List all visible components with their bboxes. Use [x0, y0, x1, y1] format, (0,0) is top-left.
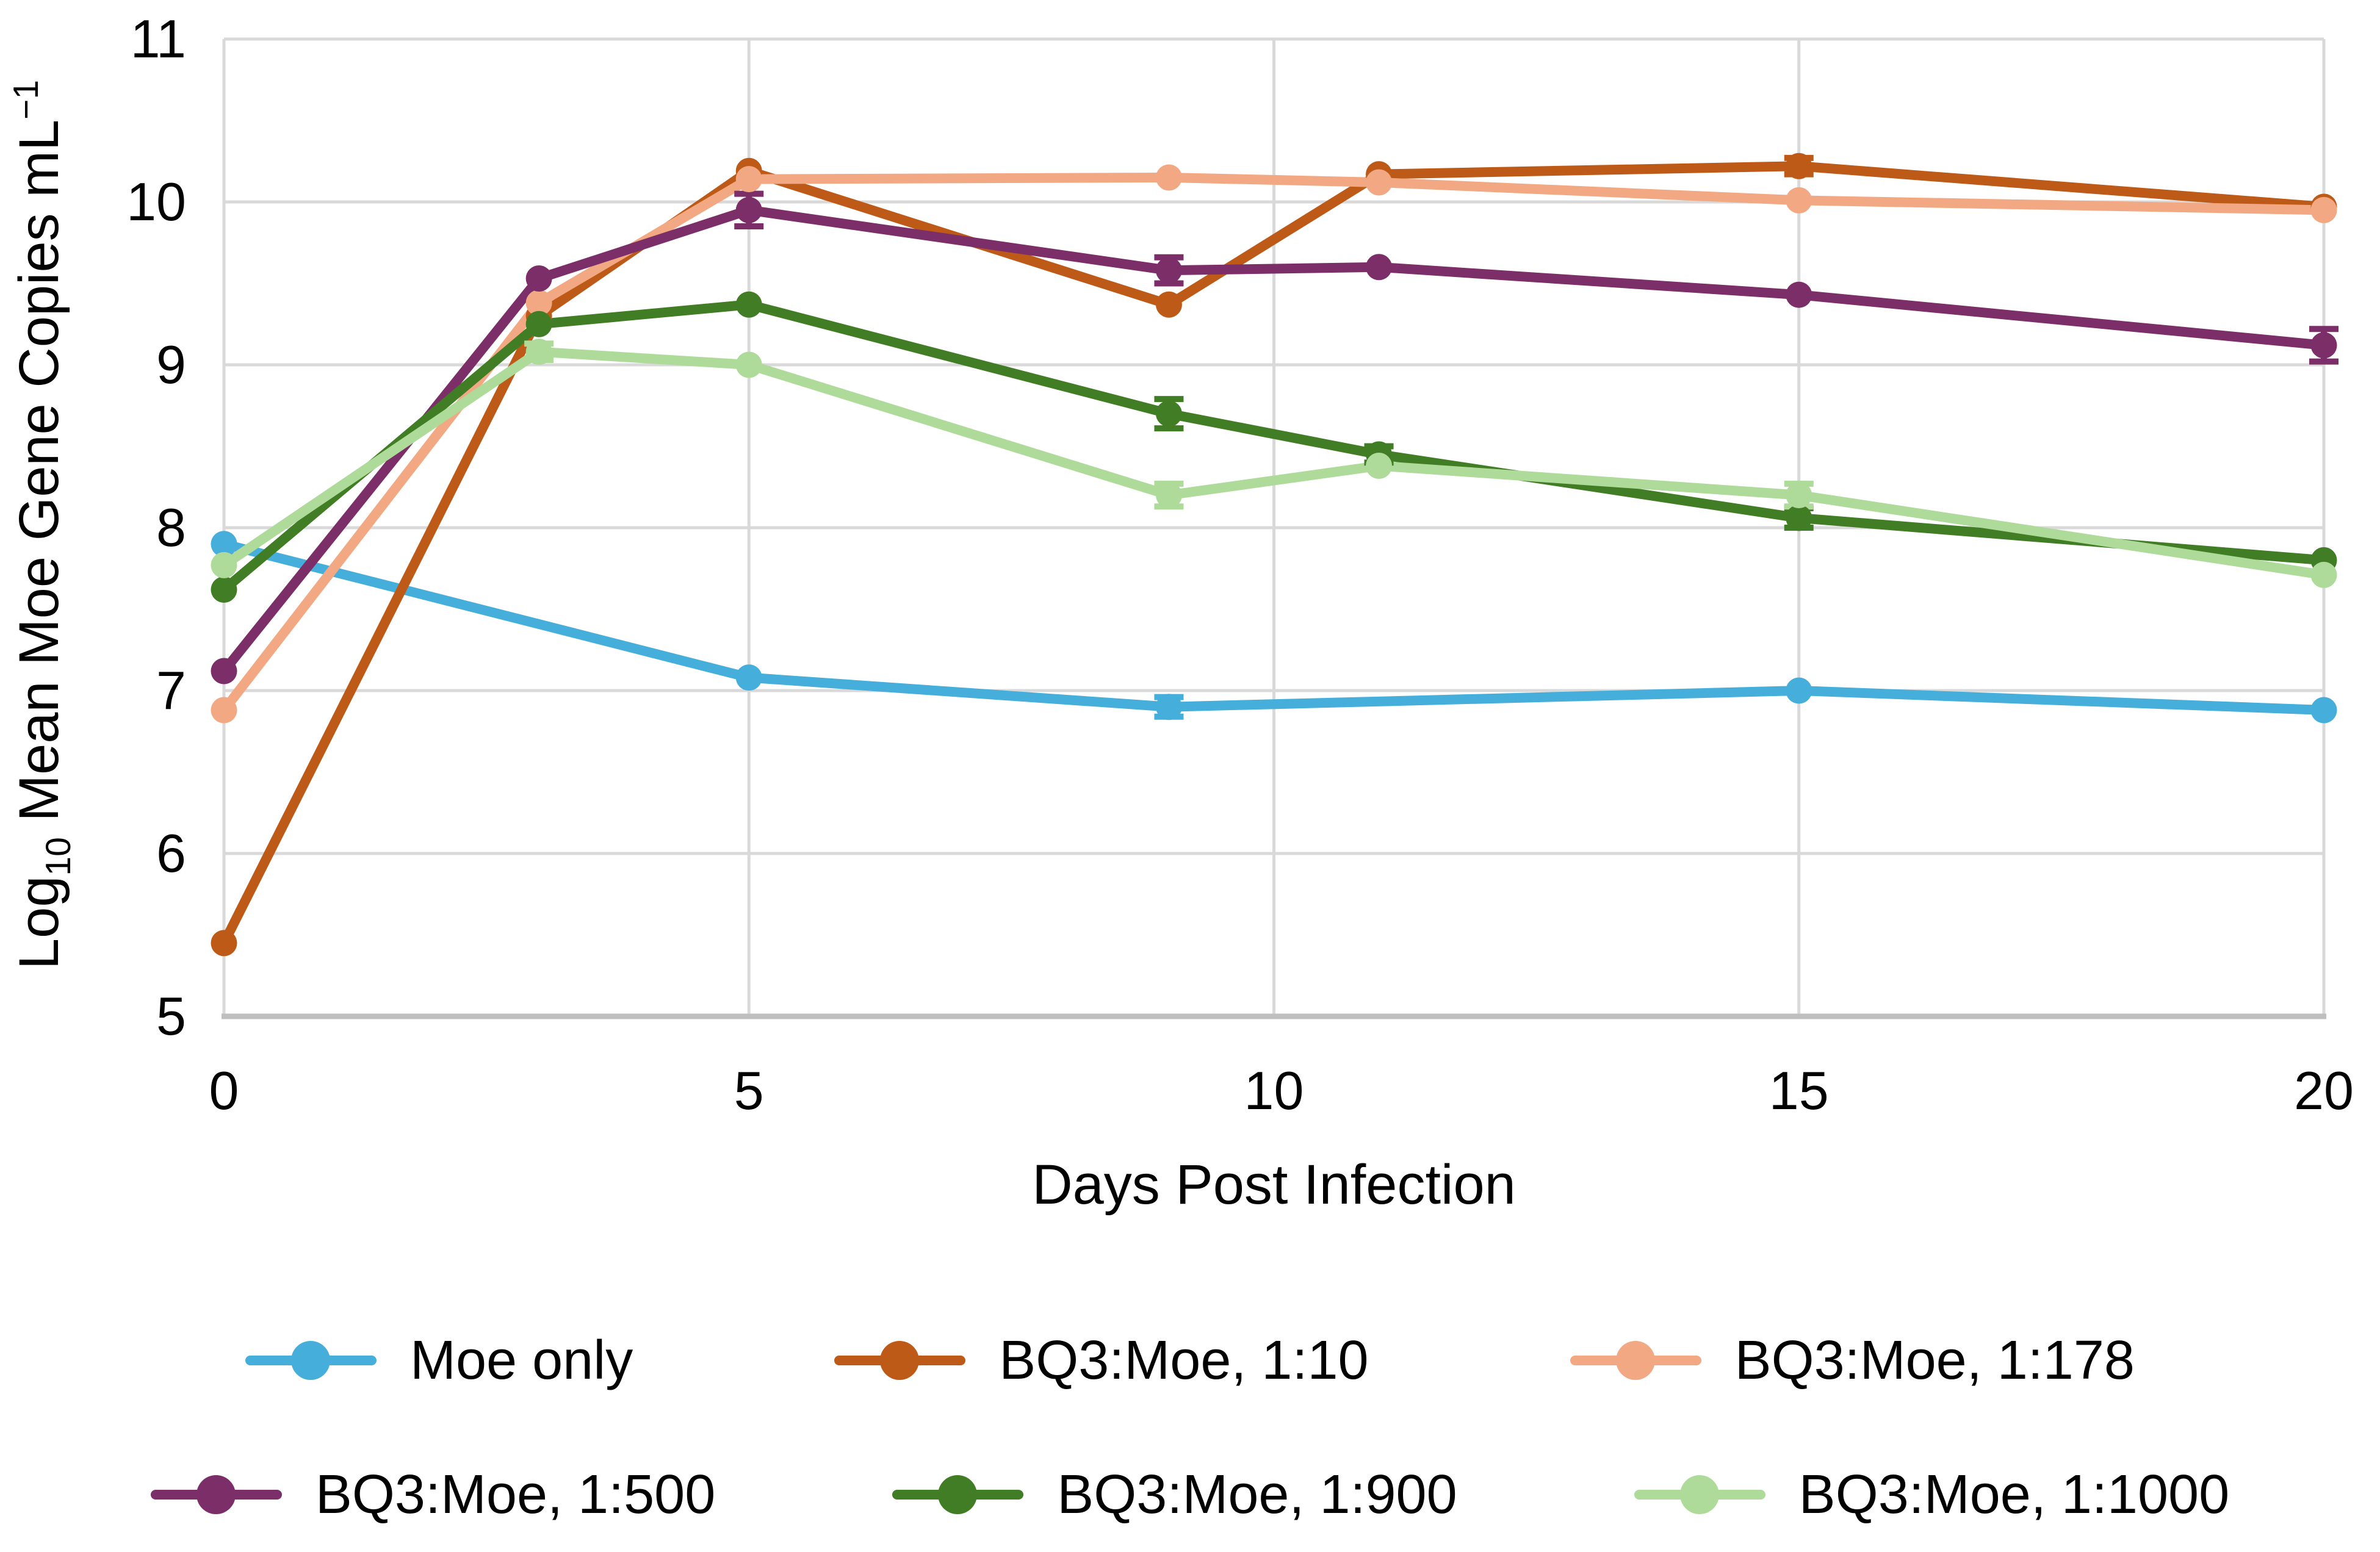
data-point-BQ3:Moe, 1:178-day0	[211, 697, 237, 724]
legend-marker-BQ3:Moe, 1:178	[1570, 1341, 1701, 1380]
data-point-BQ3:Moe, 1:178-day15	[1786, 187, 1812, 214]
data-point-BQ3:Moe, 1:1000-day11	[1366, 453, 1393, 480]
data-point-BQ3:Moe, 1:900-day3	[525, 311, 552, 337]
y-tick-label-7: 7	[156, 660, 186, 720]
data-point-BQ3:Moe, 1:10-day0	[211, 930, 237, 957]
data-point-BQ3:Moe, 1:178-day11	[1366, 169, 1393, 196]
y-axis-title-log: Log	[8, 875, 70, 970]
data-point-BQ3:Moe, 1:500-day20	[2310, 332, 2337, 359]
data-point-BQ3:Moe, 1:1000-day15	[1786, 482, 1812, 509]
data-point-BQ3:Moe, 1:1000-day5	[735, 351, 762, 378]
y-axis-title-subscript: 10	[38, 837, 78, 876]
data-point-BQ3:Moe, 1:1000-day3	[525, 339, 552, 365]
x-axis-title: Days Post Infection	[1032, 1154, 1516, 1216]
data-point-BQ3:Moe, 1:1000-day20	[2310, 561, 2337, 588]
legend-item-BQ3:Moe, 1:1000: BQ3:Moe, 1:1000	[1634, 1464, 2229, 1526]
x-tick-label-15: 15	[1769, 1060, 1829, 1121]
data-point-Moe only-day5	[735, 664, 762, 691]
data-point-BQ3:Moe, 1:1000-day0	[211, 551, 237, 578]
data-point-BQ3:Moe, 1:10-day9	[1155, 291, 1182, 318]
data-point-BQ3:Moe, 1:900-day15	[1786, 505, 1812, 531]
legend-item-BQ3:Moe, 1:900: BQ3:Moe, 1:900	[892, 1464, 1457, 1526]
legend-label-Moe only: Moe only	[410, 1329, 633, 1391]
y-tick-label-9: 9	[156, 334, 186, 395]
legend-item-BQ3:Moe, 1:500: BQ3:Moe, 1:500	[150, 1464, 716, 1526]
data-point-BQ3:Moe, 1:500-day11	[1366, 254, 1393, 281]
legend-marker-BQ3:Moe, 1:10	[834, 1341, 966, 1380]
y-axis-title: Log10 Mean Moe Gene Copies mL−1	[0, 0, 78, 1062]
data-point-BQ3:Moe, 1:500-day15	[1786, 281, 1812, 308]
legend-label-BQ3:Moe, 1:500: BQ3:Moe, 1:500	[315, 1464, 716, 1525]
legend-label-BQ3:Moe, 1:10: BQ3:Moe, 1:10	[999, 1329, 1369, 1391]
legend-label-BQ3:Moe, 1:178: BQ3:Moe, 1:178	[1734, 1329, 2135, 1391]
data-point-BQ3:Moe, 1:178-day9	[1155, 164, 1182, 191]
data-point-Moe only-day9	[1155, 694, 1182, 720]
y-axis-title-superscript: −1	[7, 79, 46, 120]
data-point-BQ3:Moe, 1:500-day0	[211, 658, 237, 684]
data-point-BQ3:Moe, 1:178-day3	[525, 290, 552, 317]
y-tick-label-5: 5	[156, 986, 186, 1046]
y-axis-title-rest: Mean Moe Gene Copies mL	[8, 119, 70, 838]
y-tick-label-8: 8	[156, 497, 186, 558]
x-tick-label-5: 5	[734, 1060, 764, 1121]
data-point-BQ3:Moe, 1:900-day0	[211, 576, 237, 603]
data-point-Moe only-day20	[2310, 697, 2337, 724]
data-point-BQ3:Moe, 1:900-day5	[735, 291, 762, 318]
x-tick-label-0: 0	[209, 1060, 239, 1121]
y-tick-label-10: 10	[126, 171, 186, 232]
data-point-BQ3:Moe, 1:500-day9	[1155, 257, 1182, 284]
legend-marker-BQ3:Moe, 1:900	[892, 1475, 1024, 1514]
legend-row-2: BQ3:Moe, 1:500 BQ3:Moe, 1:900 BQ3:Moe, 1:1…	[0, 1455, 2380, 1534]
y-tick-label-11: 11	[131, 9, 186, 69]
legend-item-BQ3:Moe, 1:178: BQ3:Moe, 1:178	[1570, 1329, 2135, 1392]
legend-label-BQ3:Moe, 1:1000: BQ3:Moe, 1:1000	[1798, 1464, 2230, 1525]
x-tick-label-10: 10	[1244, 1060, 1304, 1121]
y-tick-label-6: 6	[156, 823, 186, 883]
legend-marker-BQ3:Moe, 1:1000	[1634, 1475, 1765, 1514]
data-point-Moe only-day0	[211, 531, 237, 558]
legend-marker-BQ3:Moe, 1:500	[150, 1475, 282, 1514]
data-point-BQ3:Moe, 1:178-day20	[2310, 196, 2337, 223]
legend-marker-Moe only	[245, 1341, 377, 1380]
data-point-BQ3:Moe, 1:10-day15	[1786, 153, 1812, 179]
legend-row-1: Moe only BQ3:Moe, 1:10 BQ3:Moe, 1:178	[0, 1321, 2380, 1400]
data-point-BQ3:Moe, 1:1000-day9	[1155, 482, 1182, 509]
data-point-BQ3:Moe, 1:178-day5	[735, 166, 762, 193]
x-tick-label-20: 20	[2294, 1060, 2354, 1121]
legend-label-BQ3:Moe, 1:900: BQ3:Moe, 1:900	[1057, 1464, 1457, 1525]
legend-item-BQ3:Moe, 1:10: BQ3:Moe, 1:10	[834, 1329, 1369, 1392]
data-point-Moe only-day15	[1786, 677, 1812, 704]
legend-item-Moe only: Moe only	[245, 1329, 633, 1392]
data-point-BQ3:Moe, 1:500-day5	[735, 196, 762, 223]
data-point-BQ3:Moe, 1:900-day9	[1155, 400, 1182, 427]
data-point-BQ3:Moe, 1:500-day3	[525, 265, 552, 292]
